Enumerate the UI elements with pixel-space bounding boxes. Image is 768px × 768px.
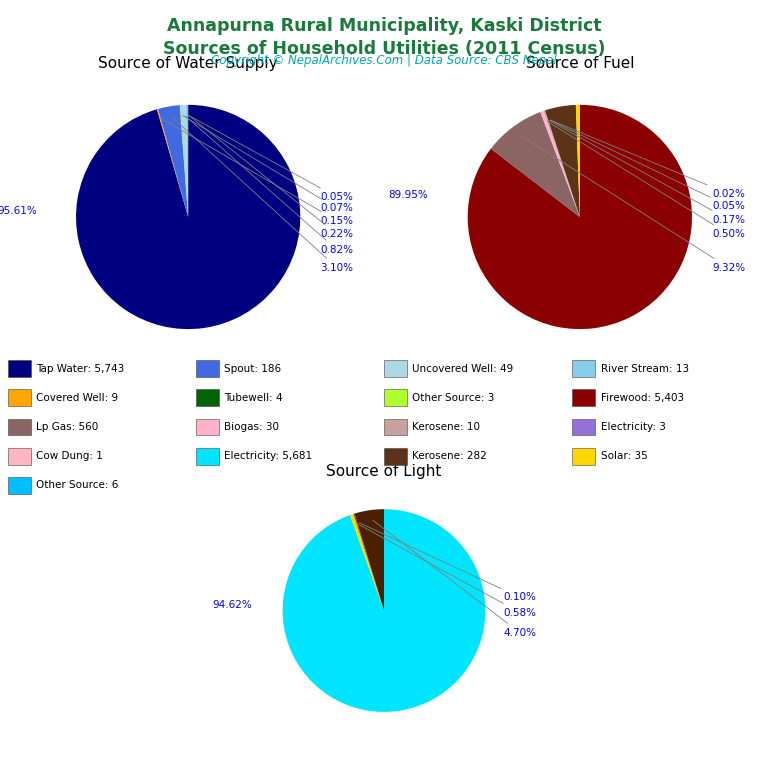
Text: 0.50%: 0.50% [548,121,745,239]
Text: 0.02%: 0.02% [551,120,745,199]
Wedge shape [491,112,580,217]
Text: Other Source: 6: Other Source: 6 [36,480,118,491]
Title: Source of Fuel: Source of Fuel [525,57,634,71]
Text: 94.62%: 94.62% [213,601,252,611]
Wedge shape [350,514,384,611]
Text: Tap Water: 5,743: Tap Water: 5,743 [36,363,124,374]
Text: 0.10%: 0.10% [359,523,537,602]
Wedge shape [157,109,188,217]
Text: 0.58%: 0.58% [357,524,537,617]
Wedge shape [544,111,580,217]
Wedge shape [468,105,692,329]
Text: 0.05%: 0.05% [550,121,745,211]
Text: 0.07%: 0.07% [183,115,353,214]
Wedge shape [355,509,384,611]
Wedge shape [158,105,188,217]
Text: 0.22%: 0.22% [189,115,353,239]
Wedge shape [545,111,580,217]
Text: 3.10%: 3.10% [172,118,353,273]
Text: Biogas: 30: Biogas: 30 [224,422,280,432]
Text: Firewood: 5,403: Firewood: 5,403 [601,392,684,403]
Text: Kerosene: 10: Kerosene: 10 [412,422,481,432]
Text: Copyright © NepalArchives.Com | Data Source: CBS Nepal: Copyright © NepalArchives.Com | Data Sou… [211,54,557,67]
Text: River Stream: 13: River Stream: 13 [601,363,689,374]
Text: Electricity: 3: Electricity: 3 [601,422,665,432]
Wedge shape [76,105,300,329]
Text: Covered Well: 9: Covered Well: 9 [36,392,118,403]
Title: Source of Light: Source of Light [326,464,442,478]
Text: Annapurna Rural Municipality, Kaski District
Sources of Household Utilities (201: Annapurna Rural Municipality, Kaski Dist… [163,17,605,58]
Wedge shape [186,105,188,217]
Text: 95.61%: 95.61% [0,207,37,217]
Text: Tubewell: 4: Tubewell: 4 [224,392,283,403]
Text: 89.95%: 89.95% [389,190,429,200]
Wedge shape [180,105,188,217]
Wedge shape [576,105,580,217]
Wedge shape [186,105,188,217]
Text: 0.15%: 0.15% [162,119,353,226]
Text: 0.82%: 0.82% [185,116,353,255]
Text: 0.17%: 0.17% [549,121,745,224]
Title: Source of Water Supply: Source of Water Supply [98,57,278,71]
Text: 0.05%: 0.05% [188,115,353,202]
Text: Kerosene: 282: Kerosene: 282 [412,451,487,462]
Text: 9.32%: 9.32% [521,136,745,273]
Text: Lp Gas: 560: Lp Gas: 560 [36,422,98,432]
Text: Solar: 35: Solar: 35 [601,451,647,462]
Wedge shape [541,111,580,217]
Text: Cow Dung: 1: Cow Dung: 1 [36,451,103,462]
Text: Spout: 186: Spout: 186 [224,363,281,374]
Wedge shape [545,105,580,217]
Wedge shape [283,509,485,712]
Text: Uncovered Well: 49: Uncovered Well: 49 [412,363,514,374]
Text: Electricity: 5,681: Electricity: 5,681 [224,451,313,462]
Text: Other Source: 3: Other Source: 3 [412,392,495,403]
Text: 4.70%: 4.70% [372,520,537,638]
Wedge shape [545,111,580,217]
Wedge shape [353,514,384,611]
Wedge shape [180,105,188,217]
